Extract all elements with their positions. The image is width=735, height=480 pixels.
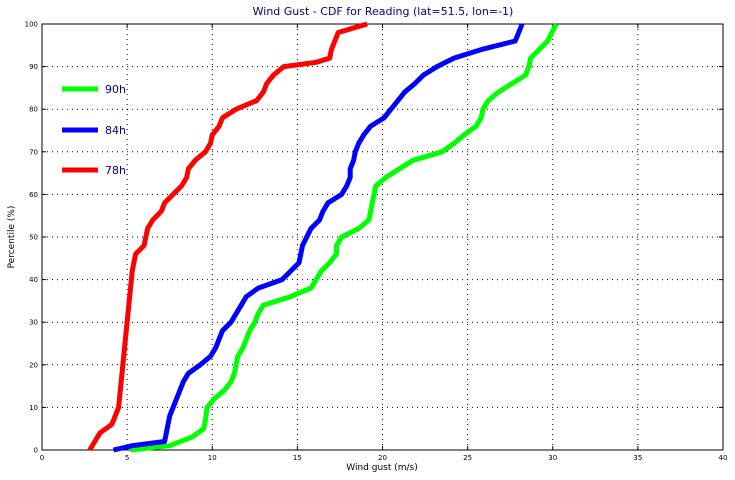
x-tick-label: 25 [463,454,472,462]
x-axis-label: Wind gust (m/s) [346,463,418,473]
chart-title: Wind Gust - CDF for Reading (lat=51.5, l… [253,5,514,18]
y-tick-label: 10 [29,404,38,412]
x-tick-label: 35 [633,454,642,462]
x-tick-label: 30 [548,454,557,462]
y-tick-label: 100 [25,21,38,29]
y-tick-label: 0 [34,447,38,455]
y-tick-label: 90 [29,63,38,71]
legend-label-78h: 78h [105,164,126,177]
x-tick-label: 0 [40,454,44,462]
x-tick-label: 20 [378,454,387,462]
series-line-84h [112,23,525,453]
series-line-90h [130,22,559,453]
x-tick-label: 5 [125,454,129,462]
x-tick-label: 10 [208,454,217,462]
grid [42,24,723,450]
y-axis-label: Percentile (%) [7,206,17,269]
x-tick-label: 15 [293,454,302,462]
y-tick-label: 30 [29,319,38,327]
x-tick-label: 40 [719,454,728,462]
legend-label-84h: 84h [105,124,126,137]
y-tick-label: 50 [29,234,38,242]
series-group [87,21,559,453]
y-tick-label: 80 [29,106,38,114]
axis-ticks: 0 5 10 15 20 25 30 35 40 0 10 20 30 40 50 60 70 80 90 100 [25,21,728,463]
legend: 90h 84h 78h [62,83,126,177]
legend-label-90h: 90h [105,83,126,96]
y-tick-label: 20 [29,361,38,369]
y-tick-label: 70 [29,148,38,156]
y-tick-label: 60 [29,191,38,199]
series-line-78h [87,21,368,452]
y-tick-label: 40 [29,276,38,284]
